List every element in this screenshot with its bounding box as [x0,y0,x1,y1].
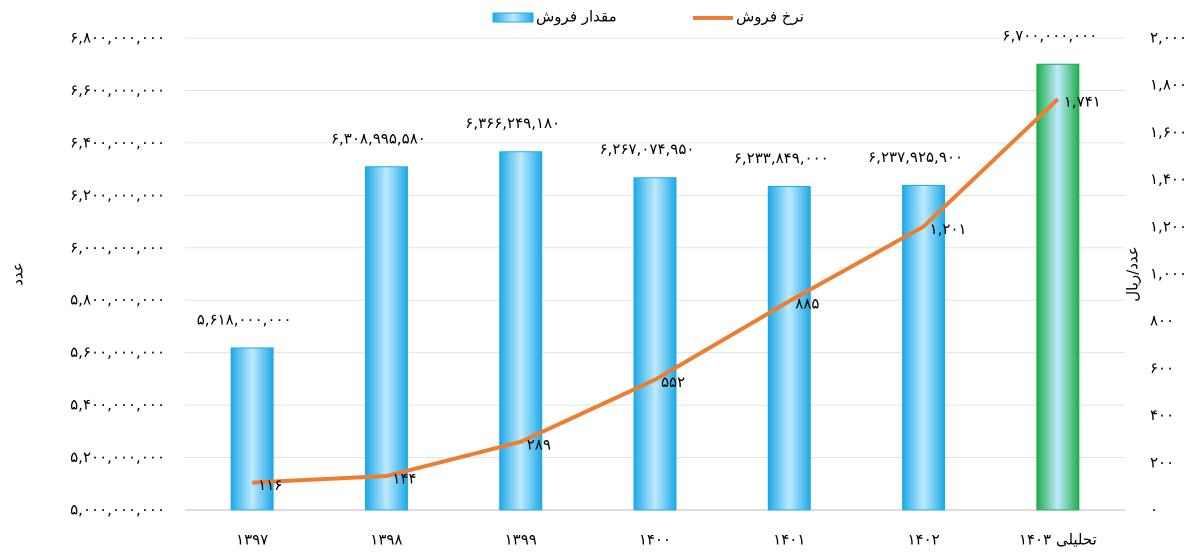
y-tick-label: ۶,۸۰۰,۰۰۰,۰۰۰ [70,29,165,47]
bar-value-label: ۶,۲۶۷,۰۷۴,۹۵۰ [600,140,695,158]
line-value-label: ۱,۲۰۱ [930,220,967,238]
x-tick-label: ۱۴۰۲ [907,531,939,549]
line-value-label: ۲۸۹ [527,435,551,453]
line [252,97,1060,485]
line-value-label: ۵۵۲ [661,373,685,391]
y-tick-label: ۵,۶۰۰,۰۰۰,۰۰۰ [70,343,165,361]
y-tick-label: ۶,۲۰۰,۰۰۰,۰۰۰ [70,186,165,204]
y2-tick-label: ۰ [1150,501,1158,519]
y2-tick-label: ۱,۸۰۰ [1150,76,1187,94]
bar [499,151,543,511]
y-tick-label: ۵,۰۰۰,۰۰۰,۰۰۰ [70,501,165,519]
bar-value-label: ۶,۳۶۶,۲۴۹,۱۸۰ [465,114,560,132]
x-tick-label: تحلیلی ۱۴۰۳ [1019,531,1097,549]
legend-label: نرخ فروش [736,8,804,26]
line-value-label: ۸۸۵ [795,295,819,313]
y2-tick-label: ۲۰۰ [1150,453,1174,471]
x-tick-label: ۱۳۹۸ [370,531,402,549]
legend-label: مقدار فروش [536,8,617,26]
x-tick-label: ۱۴۰۰ [639,531,671,549]
x-tick-label: ۱۴۰۱ [773,531,805,549]
bar-value-label: ۶,۳۰۸,۹۹۵,۵۸۰ [331,129,426,147]
legend-swatch [492,12,534,23]
line-value-label: ۱۱۶ [258,476,282,494]
bar [1036,63,1080,511]
y-tick-label: ۵,۸۰۰,۰۰۰,۰۰۰ [70,291,165,309]
y-tick-label: ۵,۴۰۰,۰۰۰,۰۰۰ [70,396,165,414]
line-value-label: ۱,۷۴۱ [1064,93,1101,111]
bar [364,166,408,511]
y2-tick-label: ۶۰۰ [1150,359,1174,377]
bar [767,185,811,511]
y-tick-label: ۶,۴۰۰,۰۰۰,۰۰۰ [70,133,165,151]
y-tick-label: ۵,۲۰۰,۰۰۰,۰۰۰ [70,448,165,466]
y2-tick-label: ۱,۰۰۰ [1150,265,1187,283]
y-axis-title: عدد [9,262,27,286]
bar [633,177,677,511]
y2-tick-label: ۱,۶۰۰ [1150,123,1187,141]
y2-tick-label: ۴۰۰ [1150,406,1174,424]
y-tick-label: ۶,۰۰۰,۰۰۰,۰۰۰ [70,238,165,256]
y2-tick-label: ۲,۰۰۰ [1150,29,1187,47]
bar-value-label: ۵,۶۱۸,۰۰۰,۰۰۰ [197,310,292,328]
bar-value-label: ۶,۲۳۷,۹۲۵,۹۰۰ [868,148,963,166]
x-tick-label: ۱۳۹۷ [236,531,268,549]
x-tick-label: ۱۳۹۹ [505,531,537,549]
bar-value-label: ۶,۷۰۰,۰۰۰,۰۰۰ [1002,27,1097,45]
line-value-label: ۱۴۴ [392,470,416,488]
bar-value-label: ۶,۲۳۳,۸۴۹,۰۰۰ [734,149,829,167]
y2-axis-title: عدد/ریال [1124,246,1142,301]
y-tick-label: ۶,۶۰۰,۰۰۰,۰۰۰ [70,81,165,99]
bar [902,184,946,511]
y2-tick-label: ۱,۲۰۰ [1150,217,1187,235]
y2-tick-label: ۱,۴۰۰ [1150,170,1187,188]
y2-tick-label: ۸۰۰ [1150,312,1174,330]
